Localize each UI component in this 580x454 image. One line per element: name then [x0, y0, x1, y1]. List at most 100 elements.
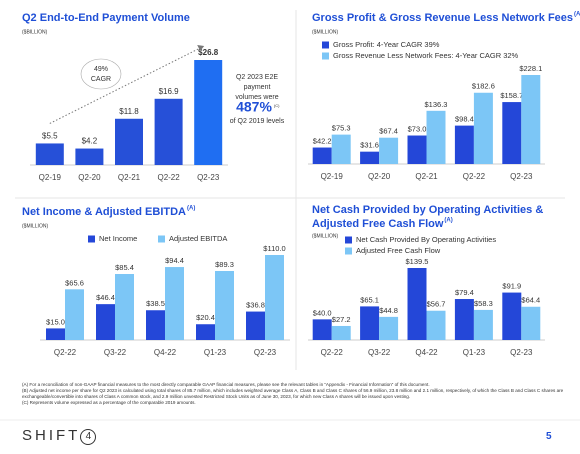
- legend-label: Adjusted EBITDA: [169, 234, 227, 243]
- legend-label: Gross Revenue Less Network Fees: 4-Year …: [333, 51, 519, 60]
- value-label: $67.4: [379, 127, 398, 136]
- x-tick-label: Q2-19: [321, 172, 344, 181]
- chart-title: Gross Profit & Gross Revenue Less Networ…: [312, 12, 573, 24]
- legend-swatch: [158, 235, 165, 243]
- value-label: $228.1: [519, 64, 542, 73]
- cagr-label: CAGR: [91, 76, 111, 83]
- value-label: $65.6: [65, 278, 84, 287]
- footnote: (B) Adjusted net income per share for Q2…: [22, 388, 564, 399]
- value-label: $139.5: [406, 257, 429, 266]
- footnotes: (A) For a reconciliation of non-GAAP fin…: [22, 382, 567, 406]
- value-label: $89.3: [215, 260, 234, 269]
- callout-value: 487%: [236, 99, 272, 115]
- value-label: $42.2: [313, 137, 332, 146]
- value-label: $65.1: [360, 295, 379, 304]
- x-tick-label: Q3-22: [368, 348, 391, 357]
- legend-label: Adjusted Free Cash Flow: [356, 246, 441, 255]
- bar: [521, 75, 541, 164]
- x-tick-label: Q2-22: [463, 172, 486, 181]
- bar: [312, 147, 332, 164]
- logo-text: SHIFT: [22, 427, 81, 444]
- x-tick-label: Q2-23: [254, 348, 277, 357]
- bar: [502, 102, 522, 164]
- bar: [46, 328, 65, 340]
- chart-title: Adjusted Free Cash Flow: [312, 218, 444, 230]
- page-number: 5: [546, 431, 552, 442]
- cagr-label: 49%: [94, 66, 108, 73]
- subtitle: ($MILLION): [312, 29, 338, 35]
- value-label: $40.0: [313, 308, 332, 317]
- x-tick-label: Q2-22: [54, 348, 77, 357]
- legend-label: Net Cash Provided By Operating Activitie…: [356, 235, 496, 244]
- bar: [379, 316, 399, 340]
- bar: [502, 292, 522, 340]
- x-tick-label: Q2-20: [78, 173, 101, 182]
- value-label: $38.5: [146, 299, 165, 308]
- callout: payment: [244, 84, 271, 91]
- chart-title: Q2 End-to-End Payment Volume: [22, 12, 190, 24]
- callout: volumes were: [235, 94, 278, 101]
- legend-swatch: [88, 235, 95, 243]
- x-tick-label: Q1-23: [463, 348, 486, 357]
- callout: of Q2 2019 levels: [230, 118, 285, 125]
- value-label: $182.6: [472, 82, 495, 91]
- value-label: $15.0: [46, 317, 65, 326]
- x-tick-label: Q2-22: [321, 348, 344, 357]
- bar: [165, 267, 184, 340]
- title-note: (A): [187, 206, 195, 212]
- bar: [196, 324, 215, 340]
- bar: [115, 274, 134, 340]
- legend-label: Gross Profit: 4-Year CAGR 39%: [333, 40, 440, 49]
- footnote: (A) For a reconciliation of non-GAAP fin…: [22, 382, 430, 387]
- value-label: $79.4: [455, 288, 474, 297]
- bar: [215, 270, 234, 340]
- bar: [115, 118, 143, 165]
- x-tick-label: Q4-22: [415, 348, 438, 357]
- value-label: $158.7: [500, 91, 523, 100]
- bar: [454, 125, 474, 164]
- x-tick-label: Q2-23: [197, 173, 220, 182]
- bar: [35, 143, 64, 165]
- value-label: $136.3: [425, 100, 448, 109]
- logo: SHIFT 4: [22, 427, 97, 445]
- value-label: $11.8: [119, 107, 139, 116]
- footnote: (C) Represents volume expressed as a per…: [22, 400, 196, 405]
- callout: Q2 2023 E2E: [236, 74, 278, 81]
- bar: [426, 310, 446, 340]
- bar: [360, 151, 380, 164]
- value-label: $98.4: [455, 115, 474, 124]
- bar: [426, 110, 446, 164]
- x-tick-label: Q2-23: [510, 172, 533, 181]
- value-label: $36.8: [246, 301, 265, 310]
- x-tick-label: Q2-21: [118, 173, 141, 182]
- value-label: $27.2: [332, 315, 351, 324]
- legend-label: Net Income: [99, 234, 137, 243]
- title-note: (A): [574, 12, 580, 18]
- bar: [154, 98, 183, 165]
- value-label: $31.6: [360, 141, 379, 150]
- legend-swatch: [322, 52, 329, 60]
- callout-note: (C): [274, 103, 280, 108]
- chart-title: Net Cash Provided by Operating Activitie…: [312, 204, 543, 216]
- x-tick-label: Q4-22: [154, 348, 177, 357]
- legend-swatch: [345, 236, 352, 244]
- subtitle: ($BILLION): [22, 29, 48, 35]
- value-label: $26.8: [198, 48, 219, 57]
- bar: [407, 135, 427, 164]
- bar: [65, 289, 84, 340]
- value-label: $4.2: [82, 137, 98, 146]
- subtitle: ($MILLION): [22, 223, 48, 229]
- bar: [473, 92, 493, 164]
- bar: [407, 268, 427, 340]
- value-label: $75.3: [332, 124, 351, 133]
- x-tick-label: Q1-23: [204, 348, 227, 357]
- value-label: $110.0: [263, 244, 285, 253]
- bar: [331, 325, 351, 340]
- value-label: $5.5: [42, 132, 58, 141]
- bar: [146, 310, 165, 340]
- value-label: $64.4: [521, 296, 540, 305]
- legend-swatch: [345, 247, 352, 255]
- value-label: $20.4: [196, 313, 215, 322]
- bar: [194, 60, 223, 165]
